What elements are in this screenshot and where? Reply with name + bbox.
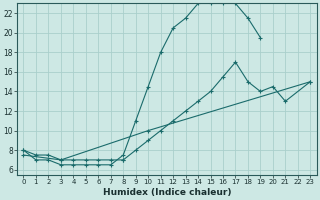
X-axis label: Humidex (Indice chaleur): Humidex (Indice chaleur) [103,188,231,197]
